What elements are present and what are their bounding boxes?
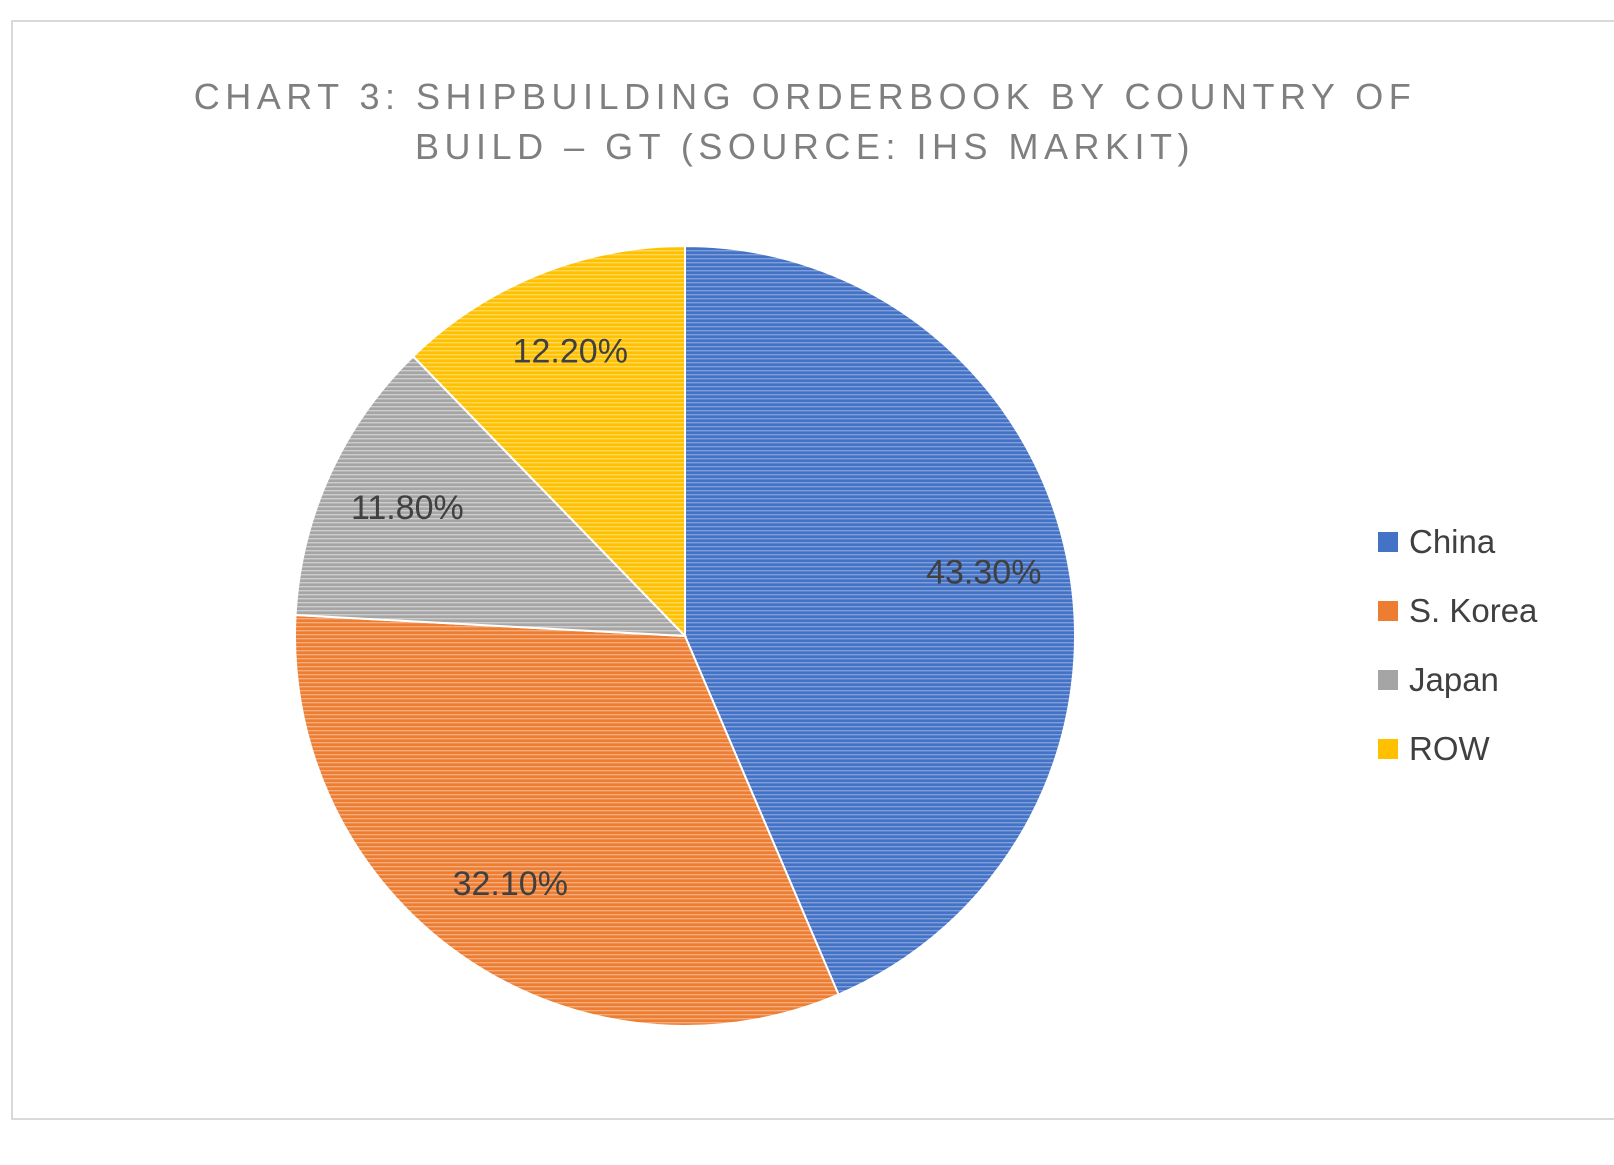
legend-label-china: China: [1409, 522, 1496, 560]
legend-item-row: ROW: [1378, 714, 1537, 783]
chart-title-line-2: BUILD – GT (SOURCE: IHS MARKIT): [415, 126, 1195, 167]
chart-title: CHART 3: SHIPBUILDING ORDERBOOK BY COUNT…: [150, 72, 1460, 172]
pie-data-labels: 43.30% 32.10% 11.80% 12.20%: [351, 332, 1041, 903]
data-label-china: 43.30%: [926, 554, 1041, 592]
data-label-japan: 11.80%: [351, 489, 464, 527]
legend-item-japan: Japan: [1378, 645, 1537, 714]
legend-label-s-korea: S. Korea: [1409, 591, 1538, 629]
pie-slices: [294, 244, 1076, 1027]
pie-slice-row: [411, 244, 686, 639]
data-label-s-korea: 32.10%: [453, 865, 568, 903]
legend-swatch-row: [1378, 738, 1398, 759]
legend-label-japan: Japan: [1409, 660, 1499, 698]
legend-swatch-japan: [1378, 669, 1398, 690]
pie-slice-s-korea: [294, 614, 840, 1027]
legend-item-china: China: [1378, 507, 1537, 576]
chart-title-line-1: CHART 3: SHIPBUILDING ORDERBOOK BY COUNT…: [193, 76, 1417, 117]
data-label-row: 12.20%: [513, 332, 628, 370]
pie-slice-japan: [294, 354, 688, 638]
legend-item-s-korea: S. Korea: [1378, 576, 1537, 645]
pie-slice-china: [684, 244, 1076, 996]
legend-swatch-china: [1378, 531, 1398, 552]
legend-label-row: ROW: [1409, 729, 1490, 767]
legend-swatch-s-korea: [1378, 600, 1398, 621]
legend: China S. Korea Japan ROW: [1378, 507, 1537, 783]
